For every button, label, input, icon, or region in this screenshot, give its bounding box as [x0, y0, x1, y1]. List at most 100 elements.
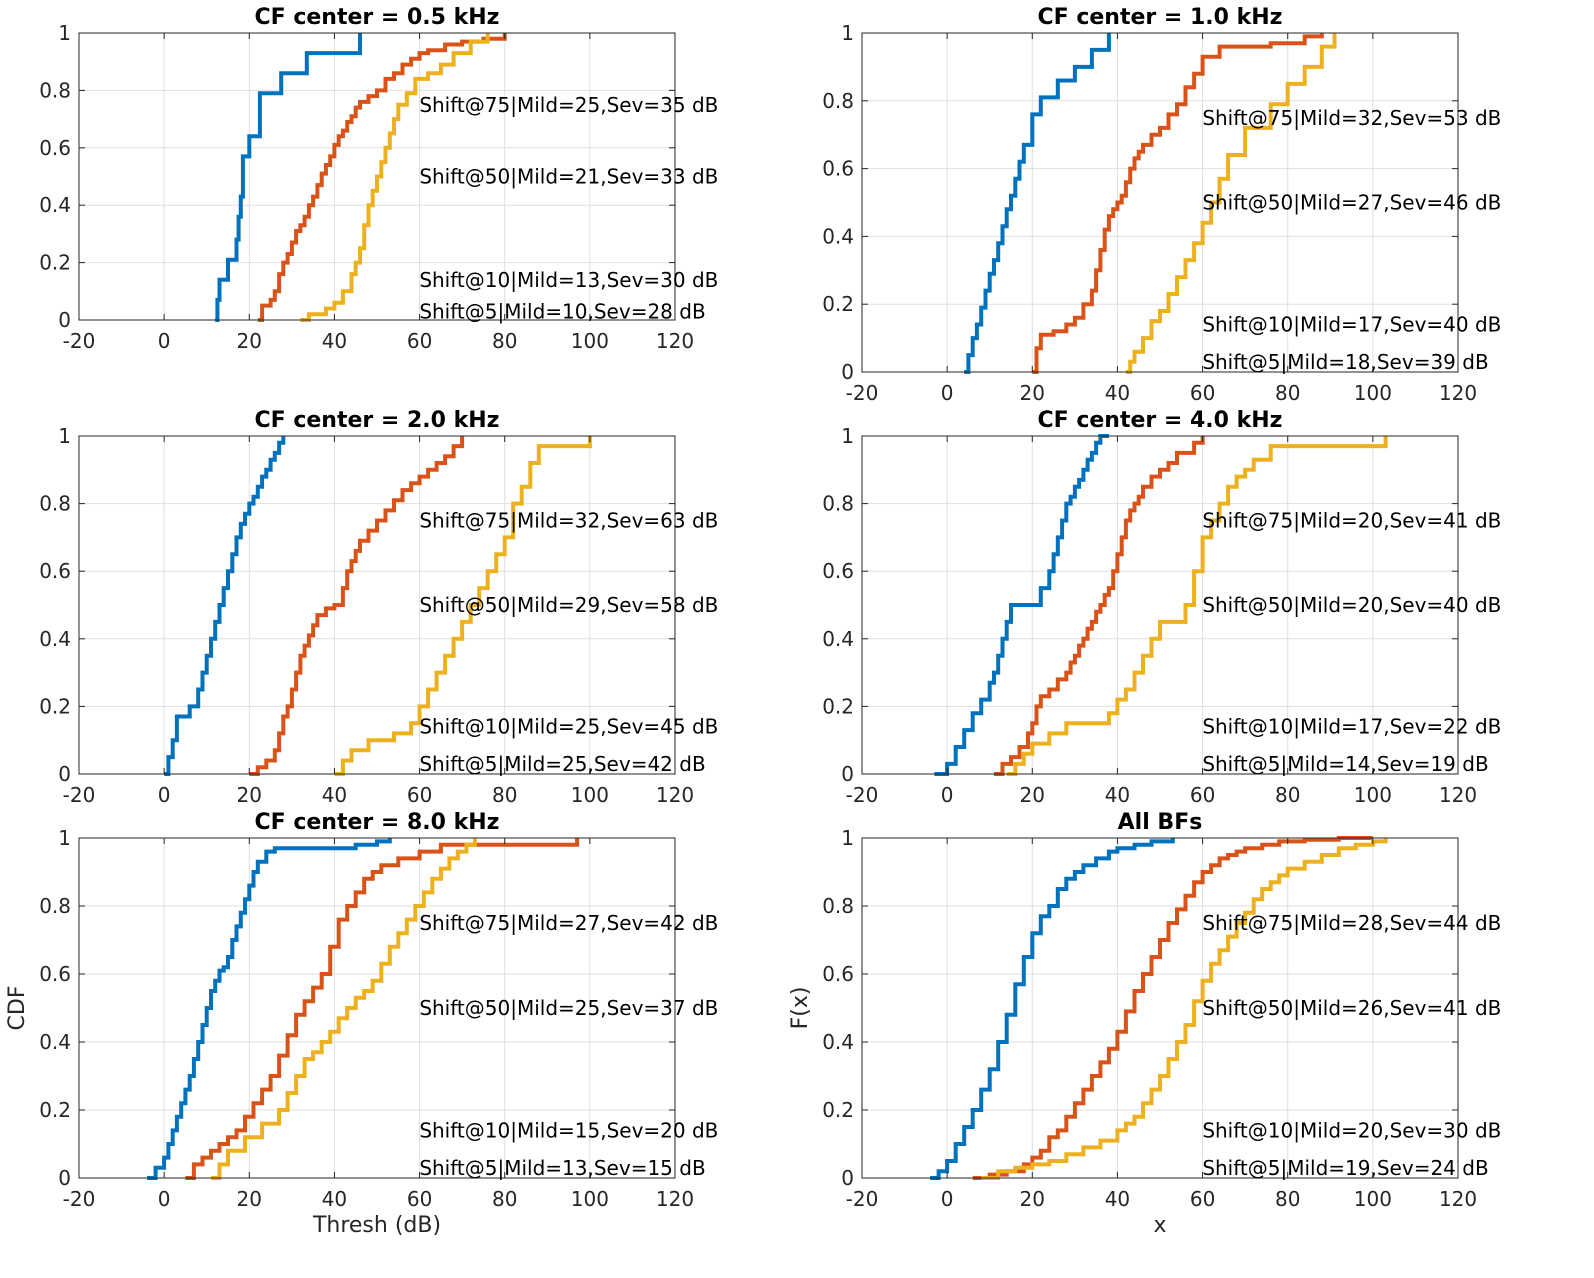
cdf-curve-moderate: [257, 33, 507, 322]
shift-annotation: Shift@75|Mild=20,Sev=41 dB: [1202, 509, 1501, 533]
shift-annotation: Shift@50|Mild=26,Sev=41 dB: [1202, 996, 1501, 1020]
axes-box: [861, 32, 1459, 373]
x-tick-label: 120: [656, 329, 694, 353]
x-tick-label: 20: [1020, 1187, 1045, 1211]
x-tick-label: 120: [1439, 381, 1477, 405]
x-tick-label: 80: [1275, 783, 1300, 807]
cdf-curve-mild: [930, 838, 1175, 1180]
y-tick-label: 1: [841, 826, 854, 850]
x-tick-label: 60: [1190, 783, 1215, 807]
y-tick-label: 0.2: [822, 292, 854, 316]
y-tick-label: 0.8: [822, 89, 854, 113]
x-tick-label: 60: [1190, 1187, 1215, 1211]
x-tick-label: 0: [158, 329, 171, 353]
x-tick-label: 100: [571, 783, 609, 807]
y-tick-label: 0.4: [39, 1030, 71, 1054]
y-tick-label: 0.4: [39, 627, 71, 651]
cdf-curve-severe: [334, 436, 592, 776]
x-tick-label: -20: [63, 329, 96, 353]
shift-annotation: Shift@5|Mild=14,Sev=19 dB: [1202, 752, 1488, 776]
x-tick-label: 20: [237, 783, 262, 807]
chart-title: CF center = 8.0 kHz: [255, 810, 500, 835]
cdf-curve-severe: [211, 838, 477, 1180]
y-tick-label: 0.2: [39, 1098, 71, 1122]
shift-annotation: Shift@5|Mild=25,Sev=42 dB: [419, 752, 705, 776]
cdf-curve-moderate: [1032, 33, 1324, 374]
x-tick-label: 60: [407, 1187, 432, 1211]
axes-box: [861, 837, 1459, 1179]
shift-annotation: Shift@5|Mild=18,Sev=39 dB: [1202, 350, 1488, 374]
x-tick-label: 100: [1354, 381, 1392, 405]
x-tick-label: 0: [941, 783, 954, 807]
shift-annotation: Shift@75|Mild=32,Sev=63 dB: [419, 509, 718, 533]
cdf-curve-mild: [934, 434, 1109, 776]
shift-annotation: Shift@10|Mild=17,Sev=40 dB: [1202, 313, 1501, 337]
y-tick-label: 1: [58, 21, 71, 45]
shift-annotation: Shift@10|Mild=13,Sev=30 dB: [419, 268, 718, 292]
axes-box: [78, 435, 676, 775]
x-tick-label: 60: [407, 783, 432, 807]
y-tick-label: 0.8: [822, 492, 854, 516]
shift-annotation: Shift@5|Mild=10,Sev=28 dB: [419, 299, 705, 323]
y-tick-label: 0: [58, 308, 71, 332]
y-tick-label: 0.4: [39, 193, 71, 217]
x-tick-label: 20: [237, 1187, 262, 1211]
y-tick-label: 0.6: [822, 559, 854, 583]
y-tick-label: 0.8: [822, 894, 854, 918]
shift-annotation: Shift@75|Mild=27,Sev=42 dB: [419, 911, 718, 935]
y-tick-label: 1: [841, 424, 854, 448]
x-tick-label: 0: [941, 381, 954, 405]
cdf-curve-mild: [215, 33, 362, 322]
x-tick-label: 100: [1354, 1187, 1392, 1211]
x-tick-label: 100: [1354, 783, 1392, 807]
chart-title: All BFs: [1118, 810, 1203, 835]
y-tick-label: 0.6: [39, 136, 71, 160]
shift-annotation: Shift@50|Mild=21,Sev=33 dB: [419, 165, 718, 189]
x-tick-label: 40: [1105, 1187, 1130, 1211]
shift-annotation: Shift@5|Mild=13,Sev=15 dB: [419, 1156, 705, 1180]
x-tick-label: 80: [492, 1187, 517, 1211]
shift-annotation: Shift@75|Mild=25,Sev=35 dB: [419, 93, 718, 117]
x-tick-label: 40: [1105, 381, 1130, 405]
cdf-curve-moderate: [249, 436, 465, 776]
cdf-curve-moderate: [972, 836, 1373, 1180]
chart-title: CF center = 1.0 kHz: [1038, 5, 1283, 30]
axes-box: [78, 32, 676, 321]
x-tick-label: 40: [322, 783, 347, 807]
shift-annotation: Shift@50|Mild=20,Sev=40 dB: [1202, 593, 1501, 617]
shift-annotation: Shift@10|Mild=15,Sev=20 dB: [419, 1118, 718, 1142]
y-axis-label: F(x): [788, 987, 813, 1030]
chart-title: CF center = 4.0 kHz: [1038, 408, 1283, 433]
x-tick-label: 0: [158, 783, 171, 807]
y-tick-label: 0.6: [822, 157, 854, 181]
x-tick-label: 20: [237, 329, 262, 353]
y-tick-label: 0.2: [39, 694, 71, 718]
y-tick-label: 0.8: [39, 78, 71, 102]
x-tick-label: -20: [846, 381, 879, 405]
y-tick-label: 0.2: [39, 251, 71, 275]
y-tick-label: 0.4: [822, 627, 854, 651]
x-tick-label: 60: [407, 329, 432, 353]
x-tick-label: 120: [656, 783, 694, 807]
cdf-curve-severe: [1006, 436, 1388, 776]
x-axis-label: Thresh (dB): [312, 1213, 441, 1238]
cdf-curve-severe: [300, 33, 490, 322]
shift-annotation: Shift@50|Mild=29,Sev=58 dB: [419, 593, 718, 617]
y-axis-label: CDF: [5, 986, 30, 1031]
x-tick-label: -20: [846, 783, 879, 807]
x-axis-label: x: [1153, 1213, 1166, 1238]
cdf-curve-mild: [964, 33, 1111, 374]
y-tick-label: 0: [841, 1166, 854, 1190]
axes-box: [861, 435, 1459, 775]
y-tick-label: 1: [841, 21, 854, 45]
x-tick-label: 20: [1020, 783, 1045, 807]
x-tick-label: 40: [1105, 783, 1130, 807]
shift-annotation: Shift@10|Mild=25,Sev=45 dB: [419, 715, 718, 739]
x-tick-label: 120: [1439, 783, 1477, 807]
y-tick-label: 0: [841, 762, 854, 786]
y-tick-label: 0.4: [822, 1030, 854, 1054]
chart-title: CF center = 0.5 kHz: [255, 5, 500, 30]
